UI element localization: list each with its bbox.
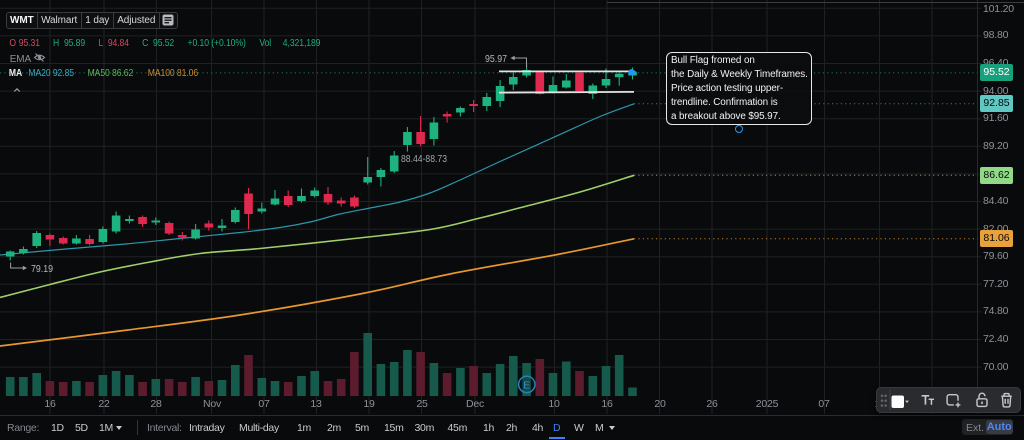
svg-text:88.44-88.73: 88.44-88.73 [401, 153, 447, 165]
svg-text:95.97: 95.97 [485, 53, 507, 65]
svg-text:79.19: 79.19 [31, 263, 53, 275]
svg-text:E: E [523, 379, 530, 391]
